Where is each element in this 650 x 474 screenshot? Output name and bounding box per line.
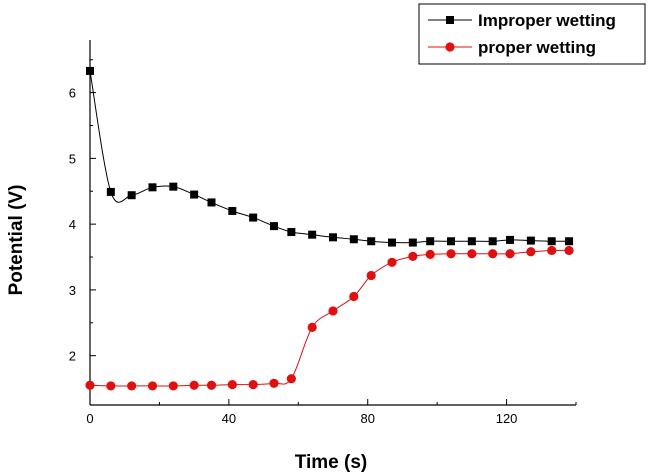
series-improper-wetting bbox=[86, 66, 574, 247]
data-point bbox=[467, 249, 477, 259]
data-point bbox=[228, 206, 237, 215]
data-point bbox=[286, 374, 296, 384]
data-point bbox=[505, 249, 515, 259]
x-tick-label: 80 bbox=[360, 411, 374, 426]
y-tick-label: 3 bbox=[69, 283, 76, 298]
data-point bbox=[408, 238, 417, 247]
legend-marker bbox=[446, 16, 454, 24]
data-point bbox=[207, 198, 216, 207]
series-line bbox=[89, 249, 570, 387]
data-point bbox=[307, 322, 317, 332]
data-point bbox=[169, 182, 178, 191]
data-point bbox=[127, 191, 136, 200]
data-point bbox=[547, 237, 556, 246]
legend: Improper wetting proper wetting bbox=[418, 3, 646, 65]
data-point bbox=[446, 249, 456, 259]
data-point bbox=[408, 251, 418, 261]
legend-item-proper-wetting: proper wetting bbox=[428, 38, 596, 57]
data-point bbox=[227, 380, 237, 390]
y-tick-label: 6 bbox=[69, 86, 76, 101]
data-point bbox=[467, 237, 476, 246]
axes: 0 40 80 120 2 3 4 5 6 bbox=[69, 40, 577, 426]
data-point bbox=[269, 222, 278, 231]
data-point bbox=[506, 235, 515, 244]
data-point bbox=[447, 237, 456, 246]
legend-box bbox=[418, 3, 646, 65]
data-point bbox=[526, 236, 535, 245]
data-point bbox=[106, 381, 116, 391]
legend-label: Improper wetting bbox=[478, 11, 616, 30]
data-point bbox=[248, 380, 258, 390]
legend-label: proper wetting bbox=[478, 38, 596, 57]
series-proper-wetting bbox=[85, 245, 574, 391]
data-point bbox=[106, 187, 115, 196]
legend-marker bbox=[445, 42, 455, 52]
y-axis-title: Potential (V) bbox=[6, 185, 27, 296]
data-point bbox=[249, 213, 258, 222]
data-point bbox=[189, 380, 199, 390]
legend-item-improper-wetting: Improper wetting bbox=[428, 11, 616, 30]
data-point bbox=[547, 245, 557, 256]
data-point bbox=[425, 249, 435, 259]
data-point bbox=[86, 66, 94, 75]
data-point bbox=[388, 238, 397, 247]
data-point bbox=[565, 237, 574, 246]
plot-area bbox=[85, 66, 574, 391]
data-point bbox=[206, 380, 217, 390]
data-point bbox=[488, 237, 497, 246]
data-point bbox=[287, 228, 296, 237]
x-axis-title: Time (s) bbox=[295, 452, 368, 473]
data-point bbox=[127, 381, 137, 391]
data-point bbox=[426, 237, 435, 246]
series-line bbox=[89, 70, 570, 244]
data-point bbox=[564, 245, 574, 256]
data-point bbox=[387, 257, 397, 267]
data-point bbox=[308, 230, 317, 239]
y-tick-label: 2 bbox=[69, 349, 76, 364]
data-point bbox=[269, 378, 279, 388]
data-point bbox=[349, 291, 359, 302]
data-point bbox=[526, 247, 536, 257]
data-point bbox=[488, 249, 498, 259]
data-point bbox=[147, 381, 158, 391]
x-tick-label: 120 bbox=[496, 411, 518, 426]
y-tick-label: 5 bbox=[69, 151, 76, 166]
data-point bbox=[148, 183, 157, 192]
data-point bbox=[329, 233, 337, 242]
y-tick-label: 4 bbox=[69, 217, 76, 232]
data-point bbox=[366, 270, 376, 281]
data-point bbox=[349, 235, 358, 244]
data-point bbox=[367, 237, 376, 246]
data-point bbox=[168, 381, 178, 391]
data-point bbox=[190, 190, 199, 199]
x-tick-label: 0 bbox=[86, 411, 93, 426]
data-point bbox=[85, 380, 95, 390]
x-tick-label: 40 bbox=[222, 411, 236, 426]
data-point bbox=[328, 306, 338, 316]
